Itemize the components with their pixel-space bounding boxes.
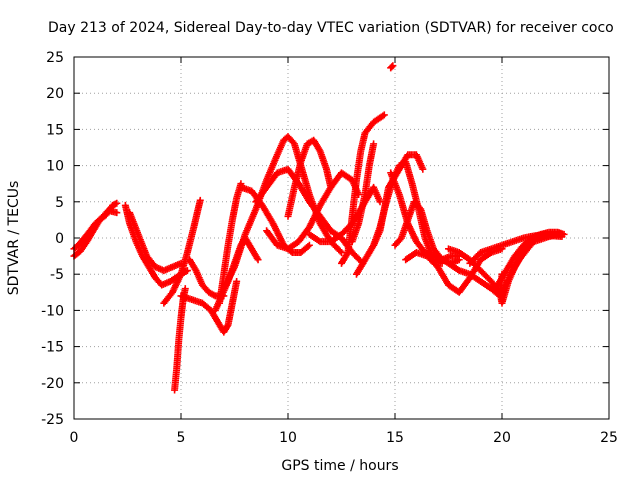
data-point-marker <box>380 111 388 119</box>
series-track-17 <box>338 111 388 267</box>
data-point-marker <box>419 165 427 173</box>
series-track-18 <box>348 140 378 246</box>
y-tick-label: 20 <box>46 86 64 102</box>
data-point-marker <box>379 112 387 120</box>
series-track-24 <box>402 245 506 296</box>
data-point-marker <box>388 63 396 71</box>
x-tick-label: 25 <box>600 430 618 446</box>
y-tick-label: 10 <box>46 159 64 175</box>
x-tick-label: 20 <box>493 430 511 446</box>
x-tick-label: 0 <box>70 430 79 446</box>
series-track-02 <box>70 206 121 253</box>
data-point-marker <box>223 322 231 330</box>
data-point-marker <box>338 248 345 256</box>
x-tick-label: 15 <box>386 430 404 446</box>
tick-layer: 0 5 10 15 20 25 -25 -20 -15 -10 -5 0 5 10 15 20 25 <box>41 50 618 446</box>
y-tick-label: 5 <box>55 195 64 211</box>
series-track-04 <box>126 209 185 275</box>
data-point-marker <box>196 196 204 204</box>
data-point-marker <box>113 209 121 217</box>
x-axis-title: GPS time / hours <box>281 458 398 474</box>
data-point-marker <box>305 241 313 249</box>
y-tick-label: -20 <box>41 376 64 392</box>
x-tick-label: 10 <box>279 430 297 446</box>
data-point-marker <box>233 277 241 285</box>
data-point-marker <box>389 62 397 70</box>
y-tick-label: -10 <box>41 303 64 319</box>
data-point-marker <box>370 140 378 148</box>
data-point-marker <box>315 237 323 245</box>
data-point-marker <box>558 233 566 241</box>
data-point-marker <box>113 199 121 207</box>
data-point-marker <box>336 247 344 255</box>
data-point-marker <box>181 285 189 293</box>
data-point-marker <box>304 242 312 250</box>
x-tick-label: 5 <box>177 430 186 446</box>
data-point-marker <box>327 183 335 191</box>
series-track-21 <box>387 62 397 72</box>
series-track-05 <box>160 196 204 307</box>
series-track-30 <box>519 232 566 253</box>
y-tick-label: 25 <box>46 50 64 66</box>
series-track-11 <box>220 133 345 293</box>
data-layer <box>70 62 568 394</box>
y-axis-title: SDTVAR / TECUs <box>6 181 22 296</box>
chart-title: Day 213 of 2024, Sidereal Day-to-day VTE… <box>48 20 614 36</box>
y-tick-label: 0 <box>55 231 64 247</box>
series-track-08 <box>177 277 241 336</box>
grid-layer <box>74 57 609 419</box>
y-tick-label: -15 <box>41 340 64 356</box>
y-tick-label: -5 <box>50 267 64 283</box>
y-tick-label: -25 <box>41 412 64 428</box>
data-point-marker <box>254 256 262 264</box>
y-tick-label: 15 <box>46 122 64 138</box>
series-track-15 <box>284 136 335 220</box>
series-track-06 <box>171 285 189 394</box>
